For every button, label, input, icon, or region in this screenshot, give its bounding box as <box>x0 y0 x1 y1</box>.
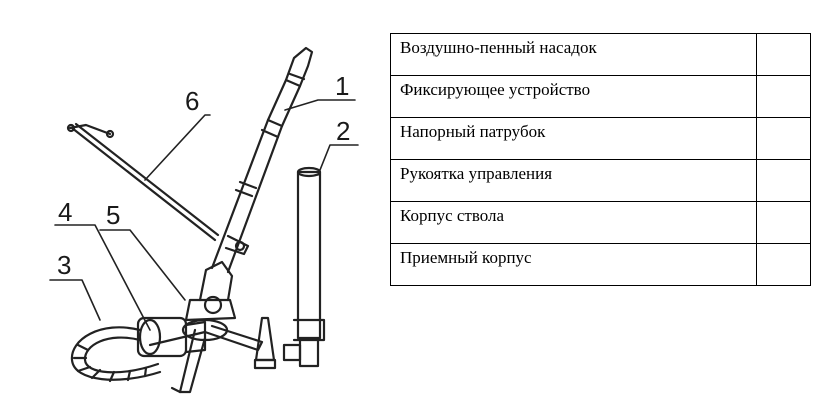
answer-cell[interactable] <box>756 159 811 202</box>
control-handle <box>66 122 220 242</box>
barrel-body <box>184 260 237 322</box>
leader-lines <box>49 99 359 331</box>
part-name-cell: Воздушно-пенный насадок <box>390 33 757 76</box>
answer-cell[interactable] <box>756 201 811 244</box>
answer-cell[interactable] <box>756 75 811 118</box>
table-row: Фиксирующее устройство <box>390 75 811 118</box>
callout-label-3: 3 <box>57 250 71 280</box>
suction-hose <box>70 326 162 383</box>
table-row: Напорный патрубок <box>390 117 811 160</box>
table-row: Воздушно-пенный насадок <box>390 33 811 76</box>
barrel-tube <box>210 78 302 274</box>
callout-label-6: 6 <box>185 86 199 116</box>
small-nozzle-cone <box>253 316 277 370</box>
fire-monitor-drawing: 1 2 3 4 5 6 <box>49 46 359 394</box>
part-name-cell: Фиксирующее устройство <box>390 75 757 118</box>
callout-label-5: 5 <box>106 200 120 230</box>
answer-cell[interactable] <box>756 117 811 160</box>
answer-cell[interactable] <box>756 33 811 76</box>
receiving-body <box>136 316 207 358</box>
callout-label-1: 1 <box>335 71 349 101</box>
fixing-device <box>224 234 250 256</box>
callout-label-4: 4 <box>58 197 72 227</box>
callout-label-2: 2 <box>336 116 350 146</box>
table-row: Рукоятка управления <box>390 159 811 202</box>
part-name-cell: Корпус ствола <box>390 201 757 244</box>
part-name-cell: Рукоятка управления <box>390 159 757 202</box>
part-name-cell: Приемный корпус <box>390 243 757 286</box>
table-row: Корпус ствола <box>390 201 811 244</box>
parts-legend-table: Воздушно-пенный насадок Фиксирующее устр… <box>390 33 811 286</box>
part-name-cell: Напорный патрубок <box>390 117 757 160</box>
table-row: Приемный корпус <box>390 243 811 286</box>
foam-generator-tube <box>282 166 326 368</box>
air-foam-nozzle <box>284 46 314 88</box>
answer-cell[interactable] <box>756 243 811 286</box>
